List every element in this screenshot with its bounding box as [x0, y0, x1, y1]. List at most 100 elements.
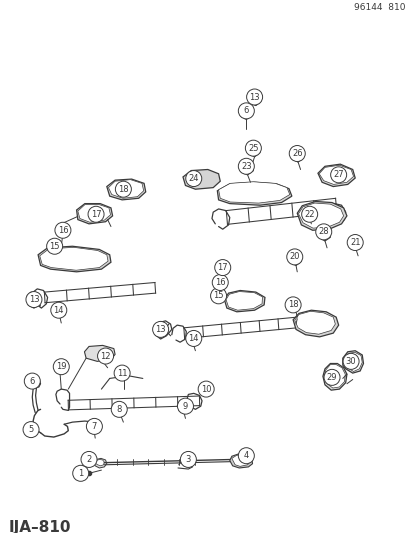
Polygon shape: [294, 311, 335, 334]
Text: 5: 5: [28, 425, 33, 434]
Polygon shape: [317, 164, 354, 187]
Polygon shape: [38, 246, 111, 272]
Text: 13: 13: [28, 295, 39, 304]
Circle shape: [86, 418, 102, 434]
Circle shape: [114, 365, 130, 381]
Text: 24: 24: [188, 174, 199, 183]
Text: 29: 29: [326, 373, 337, 382]
Text: 14: 14: [53, 306, 64, 314]
Polygon shape: [327, 371, 339, 384]
Polygon shape: [84, 345, 115, 361]
Polygon shape: [322, 364, 346, 390]
Text: 23: 23: [240, 162, 251, 171]
Text: 15: 15: [213, 292, 223, 300]
Text: 10: 10: [200, 385, 211, 393]
Text: 2: 2: [86, 455, 91, 464]
Circle shape: [97, 348, 113, 364]
Text: 30: 30: [345, 357, 356, 366]
Text: 25: 25: [247, 144, 258, 152]
Polygon shape: [292, 310, 338, 337]
Text: 14: 14: [188, 334, 199, 343]
Circle shape: [289, 146, 304, 161]
Polygon shape: [32, 379, 40, 388]
Text: 4: 4: [243, 451, 248, 460]
Circle shape: [238, 158, 254, 174]
Circle shape: [214, 260, 230, 276]
Circle shape: [73, 465, 88, 481]
Polygon shape: [183, 169, 220, 189]
Text: 18: 18: [287, 301, 298, 309]
Circle shape: [210, 288, 226, 304]
Text: 28: 28: [318, 228, 328, 236]
Text: 1: 1: [78, 469, 83, 478]
Polygon shape: [323, 365, 344, 388]
Circle shape: [238, 448, 254, 464]
Text: 8: 8: [116, 405, 121, 414]
Polygon shape: [217, 182, 291, 205]
Text: 9: 9: [183, 402, 188, 410]
Text: 26: 26: [291, 149, 302, 158]
Text: 22: 22: [304, 210, 314, 219]
Circle shape: [180, 451, 196, 467]
Circle shape: [55, 222, 71, 238]
Text: 6: 6: [243, 107, 248, 115]
Circle shape: [111, 401, 127, 417]
Circle shape: [323, 369, 339, 385]
Circle shape: [152, 321, 168, 337]
Text: 7: 7: [92, 422, 97, 431]
Polygon shape: [342, 351, 363, 373]
Circle shape: [23, 422, 39, 438]
Polygon shape: [318, 165, 353, 184]
Text: 13: 13: [249, 93, 259, 101]
Circle shape: [330, 167, 346, 183]
Circle shape: [315, 224, 331, 240]
Text: 20: 20: [289, 253, 299, 261]
Polygon shape: [93, 458, 107, 468]
Text: 13: 13: [155, 325, 166, 334]
Circle shape: [245, 140, 261, 156]
Text: 11: 11: [116, 369, 127, 377]
Polygon shape: [76, 204, 112, 224]
Circle shape: [81, 451, 97, 467]
Polygon shape: [107, 179, 145, 200]
Circle shape: [342, 353, 358, 369]
Circle shape: [47, 238, 62, 254]
Circle shape: [185, 171, 201, 187]
Circle shape: [26, 292, 42, 308]
Polygon shape: [298, 203, 343, 228]
Polygon shape: [224, 290, 264, 312]
Circle shape: [246, 89, 262, 105]
Circle shape: [285, 297, 300, 313]
Circle shape: [185, 330, 201, 346]
Text: IJA–810: IJA–810: [8, 520, 71, 533]
Polygon shape: [108, 180, 143, 198]
Text: 18: 18: [118, 185, 128, 193]
Text: 19: 19: [56, 362, 66, 371]
Text: 15: 15: [49, 242, 60, 251]
Circle shape: [53, 359, 69, 375]
Circle shape: [286, 249, 302, 265]
Polygon shape: [218, 182, 289, 203]
Text: 12: 12: [100, 352, 111, 360]
Polygon shape: [95, 459, 104, 466]
Polygon shape: [297, 201, 346, 230]
Circle shape: [24, 373, 40, 389]
Polygon shape: [229, 454, 252, 468]
Circle shape: [238, 103, 254, 119]
Circle shape: [51, 302, 66, 318]
Text: 96144  810: 96144 810: [354, 3, 405, 12]
Text: 21: 21: [349, 238, 360, 247]
Text: 3: 3: [185, 455, 190, 464]
Text: 16: 16: [57, 226, 68, 235]
Text: 17: 17: [217, 263, 228, 272]
Circle shape: [347, 235, 362, 251]
Polygon shape: [225, 292, 262, 310]
Polygon shape: [40, 247, 108, 270]
Circle shape: [301, 206, 317, 222]
Text: 27: 27: [332, 171, 343, 179]
Circle shape: [212, 274, 228, 290]
Polygon shape: [231, 455, 250, 466]
Circle shape: [115, 181, 131, 197]
Text: 17: 17: [90, 210, 101, 219]
Polygon shape: [78, 205, 110, 222]
